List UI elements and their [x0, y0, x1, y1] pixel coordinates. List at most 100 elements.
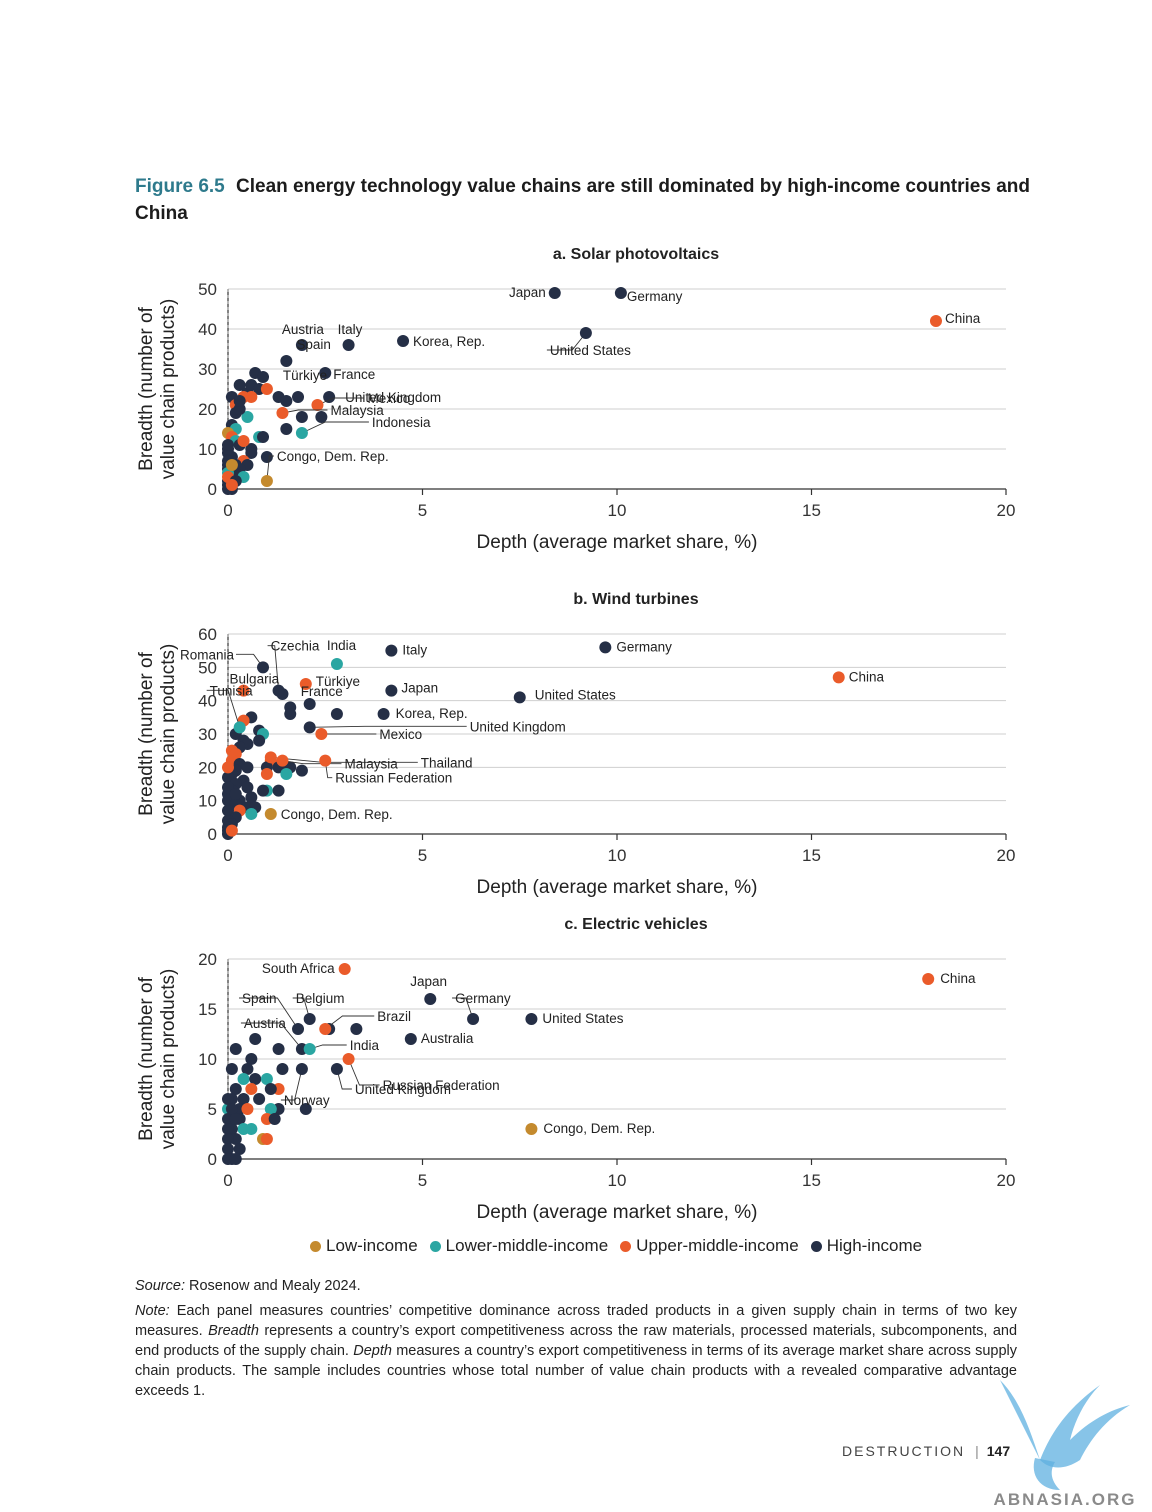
x-tick-label: 10 — [608, 846, 627, 865]
data-point — [238, 435, 250, 447]
data-point — [230, 1113, 242, 1125]
point-label: Türkiye — [283, 368, 327, 383]
point-label: South Africa — [262, 961, 335, 976]
data-point — [245, 1083, 257, 1095]
data-point — [276, 755, 288, 767]
point-label: Russian Federation — [335, 771, 452, 786]
data-point — [319, 755, 331, 767]
point-label: Norway — [284, 1093, 330, 1108]
x-tick-label: 5 — [418, 501, 427, 520]
point-label: India — [350, 1038, 380, 1053]
footer-section: DESTRUCTION — [842, 1443, 965, 1459]
x-tick-label: 5 — [418, 846, 427, 865]
data-point — [245, 1123, 257, 1135]
data-point — [525, 1123, 537, 1135]
y-tick-label: 0 — [208, 480, 217, 499]
figure-number: Figure 6.5 — [135, 176, 225, 197]
data-point — [378, 708, 390, 720]
data-point — [580, 327, 592, 339]
legend-label: Lower-middle-income — [446, 1236, 609, 1256]
point-label: Russian Federation — [383, 1078, 500, 1093]
data-point — [241, 1103, 253, 1115]
point-label: Japan — [410, 974, 447, 989]
data-point — [234, 721, 246, 733]
data-point — [273, 1043, 285, 1055]
y-tick-label: 0 — [208, 825, 217, 844]
data-point — [525, 1013, 537, 1025]
ev-chart: 0 5 10 15 20 0 5 10 15 20 Depth (average market sh… — [130, 916, 1142, 1226]
point-label: United States — [550, 343, 631, 358]
point-label: Spain — [242, 991, 277, 1006]
x-tick-label: 20 — [997, 846, 1016, 865]
legend-label: Upper-middle-income — [636, 1236, 799, 1256]
y-tick-label: 20 — [198, 950, 217, 969]
point-label: Korea, Rep. — [413, 334, 485, 349]
low-income-dot-icon — [310, 1241, 321, 1252]
point-label: France — [301, 684, 343, 699]
lower-middle-income-dot-icon — [430, 1241, 441, 1252]
x-tick-label: 0 — [223, 846, 232, 865]
data-point — [261, 768, 273, 780]
data-point — [238, 1073, 250, 1085]
data-point — [514, 691, 526, 703]
point-label: Austria — [282, 322, 325, 337]
data-point — [930, 315, 942, 327]
data-point — [222, 439, 234, 451]
y-tick-label: 5 — [208, 1100, 217, 1119]
data-point — [385, 685, 397, 697]
data-point — [276, 407, 288, 419]
source-text: Rosenow and Mealy 2024. — [189, 1278, 361, 1294]
y-tick-label: 20 — [198, 758, 217, 777]
data-point — [253, 735, 265, 747]
data-point — [549, 287, 561, 299]
data-point — [833, 671, 845, 683]
data-point — [385, 645, 397, 657]
data-point — [315, 411, 327, 423]
y-tick-label: 50 — [198, 280, 217, 299]
data-point — [276, 1063, 288, 1075]
point-label: United States — [542, 1011, 623, 1026]
data-point — [230, 1153, 242, 1165]
data-point — [615, 287, 627, 299]
data-point — [397, 335, 409, 347]
point-label: Congo, Dem. Rep. — [281, 807, 393, 822]
point-label: Germany — [616, 639, 672, 654]
data-point — [280, 355, 292, 367]
note-paragraph: Note: Each panel measures countries’ com… — [135, 1301, 1017, 1401]
data-point — [226, 459, 238, 471]
point-label: Germany — [455, 991, 511, 1006]
y-tick-label: 60 — [198, 625, 217, 644]
point-label: Japan — [509, 285, 546, 300]
y-axis-label-line: value chain products) — [158, 969, 179, 1150]
wind-chart: 01020304050600 5 10 15 20Depth (average mark… — [130, 591, 1142, 901]
data-point — [261, 1133, 273, 1145]
point-label: Italy — [402, 643, 427, 658]
data-point — [424, 993, 436, 1005]
legend: Low-income Lower-middle-income Upper-mid… — [310, 1236, 922, 1256]
data-point — [922, 973, 934, 985]
point-label: China — [940, 971, 976, 986]
y-axis-label-line: value chain products) — [158, 644, 179, 825]
data-point — [226, 825, 238, 837]
legend-label: Low-income — [326, 1236, 418, 1256]
data-point — [230, 1043, 242, 1055]
data-point — [284, 708, 296, 720]
panel-ev: c. Electric vehicles 0 5 10 15 20 0 5 10 15 20 Dep… — [130, 916, 1030, 1226]
point-label: Belgium — [296, 991, 345, 1006]
data-point — [599, 641, 611, 653]
solar-chart: 0 10 20 30 40 50 0 5 10 15 20 Depth (average market… — [130, 246, 1142, 556]
data-point — [350, 1023, 362, 1035]
point-label: Congo, Dem. Rep. — [543, 1121, 655, 1136]
note-label: Note: — [135, 1303, 170, 1319]
data-point — [253, 1093, 265, 1105]
data-point — [296, 765, 308, 777]
figure-title-text: Clean energy technology value chains are… — [135, 176, 1030, 224]
x-axis-label: Depth (average market share, %) — [477, 877, 758, 898]
data-point — [331, 708, 343, 720]
data-point — [280, 423, 292, 435]
y-tick-label: 0 — [208, 1150, 217, 1169]
legend-item-high: High-income — [811, 1236, 922, 1256]
data-point — [405, 1033, 417, 1045]
data-point — [343, 1053, 355, 1065]
point-label: Korea, Rep. — [396, 706, 468, 721]
